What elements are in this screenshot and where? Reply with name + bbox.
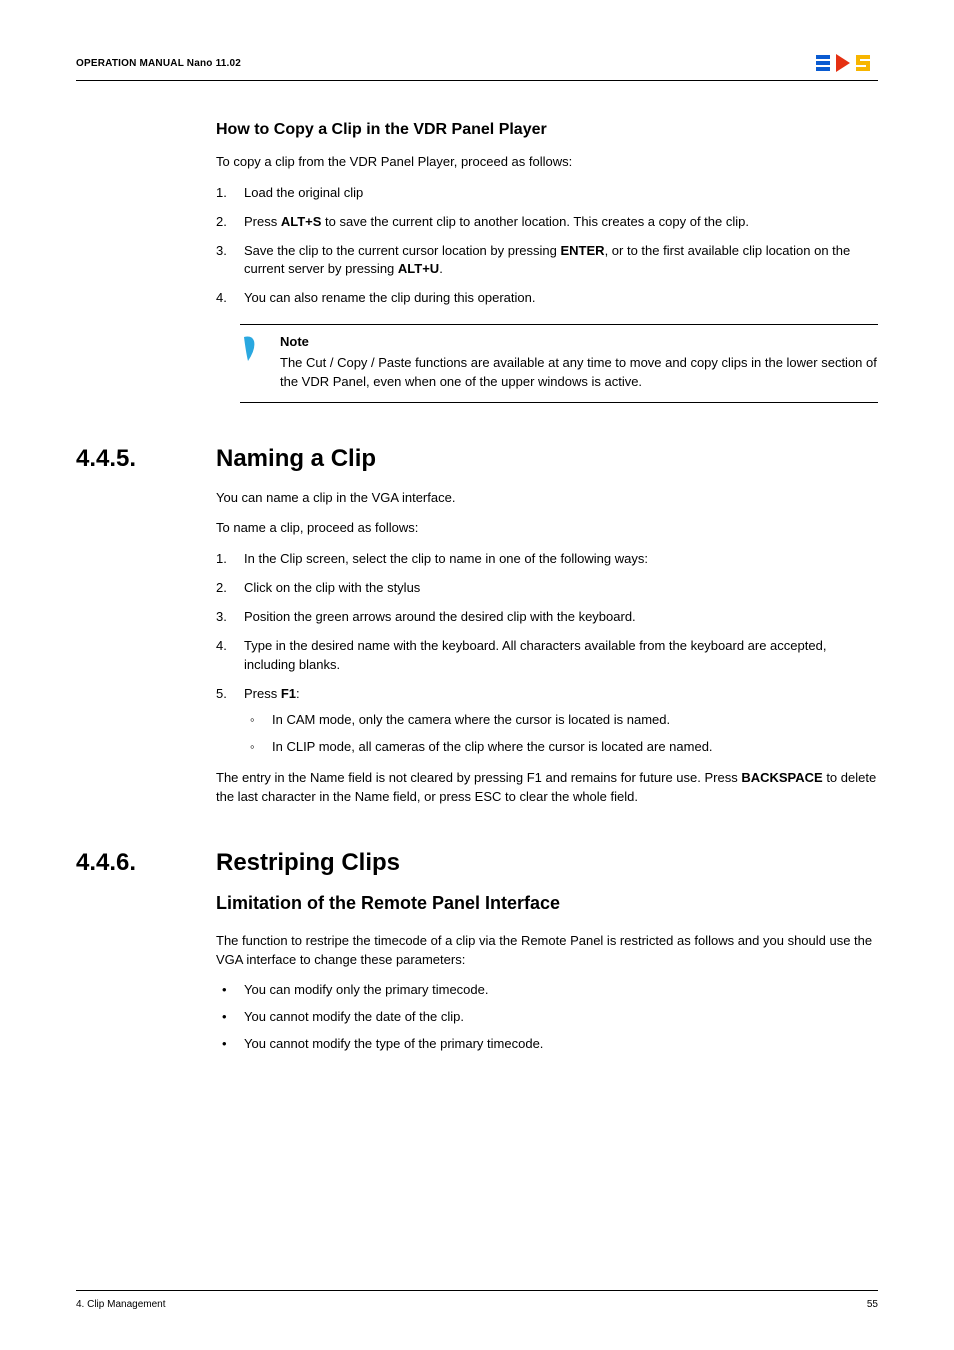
section-title-restriping: Restriping Clips	[216, 849, 400, 877]
logo-bars-icon	[816, 54, 870, 72]
naming-step-1: In the Clip screen, select the clip to n…	[216, 550, 878, 569]
header-rule	[76, 80, 878, 81]
brand-logo	[816, 52, 878, 74]
naming-p2: To name a clip, proceed as follows:	[216, 519, 878, 538]
naming-sub-1: In CAM mode, only the camera where the c…	[244, 711, 878, 730]
copy-clip-intro: To copy a clip from the VDR Panel Player…	[216, 153, 878, 172]
section-heading-copy-clip: How to Copy a Clip in the VDR Panel Play…	[216, 121, 878, 139]
copy-step-2: Press ALT+S to save the current clip to …	[216, 213, 878, 232]
section-title-naming: Naming a Clip	[216, 445, 376, 473]
footer-rule	[76, 1290, 878, 1291]
note-block: Note The Cut / Copy / Paste functions ar…	[240, 324, 878, 403]
naming-sub-2: In CLIP mode, all cameras of the clip wh…	[244, 738, 878, 757]
naming-step-3: Position the green arrows around the des…	[216, 608, 878, 627]
header-title: OPERATION MANUAL Nano 11.02	[76, 58, 241, 69]
naming-substeps: In CAM mode, only the camera where the c…	[244, 711, 878, 757]
limit-2: You cannot modify the date of the clip.	[216, 1008, 878, 1027]
limit-1: You can modify only the primary timecode…	[216, 981, 878, 1000]
footer-left: 4. Clip Management	[76, 1299, 166, 1310]
note-icon	[240, 333, 280, 392]
naming-p3: The entry in the Name field is not clear…	[216, 769, 878, 807]
naming-step-5: Press F1: In CAM mode, only the camera w…	[216, 685, 878, 758]
section-number-naming: 4.4.5.	[76, 445, 216, 473]
restriping-limits: You can modify only the primary timecode…	[216, 981, 878, 1054]
copy-step-1: Load the original clip	[216, 184, 878, 203]
note-title: Note	[280, 333, 878, 352]
restriping-p1: The function to restripe the timecode of…	[216, 932, 878, 970]
note-body: The Cut / Copy / Paste functions are ava…	[280, 355, 877, 389]
note-bottom-rule	[240, 402, 878, 403]
copy-clip-steps: Load the original clip Press ALT+S to sa…	[216, 184, 878, 308]
limit-3: You cannot modify the type of the primar…	[216, 1035, 878, 1054]
naming-step-4: Type in the desired name with the keyboa…	[216, 637, 878, 675]
naming-step-2: Click on the clip with the stylus	[216, 579, 878, 598]
subsection-limitation: Limitation of the Remote Panel Interface	[216, 893, 878, 914]
naming-steps: In the Clip screen, select the clip to n…	[216, 550, 878, 757]
copy-step-4: You can also rename the clip during this…	[216, 289, 878, 308]
naming-p1: You can name a clip in the VGA interface…	[216, 489, 878, 508]
copy-step-3: Save the clip to the current cursor loca…	[216, 242, 878, 280]
section-number-restriping: 4.4.6.	[76, 849, 216, 877]
footer-page-number: 55	[867, 1299, 878, 1310]
